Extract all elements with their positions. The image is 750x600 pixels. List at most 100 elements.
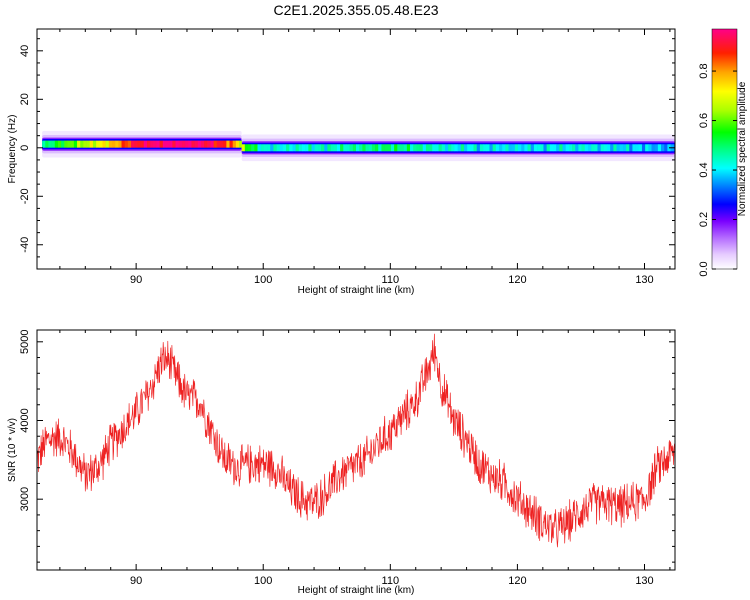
snr-y-ticks: 3000 4000 5000 bbox=[19, 330, 675, 563]
colorbar: 0.0 0.2 0.4 0.6 0.8 Normalized spectral ampl… bbox=[698, 28, 748, 277]
spectrogram-cell bbox=[406, 144, 411, 152]
spectrogram-cell bbox=[635, 144, 640, 152]
spectrogram-cell bbox=[565, 144, 570, 152]
spectrogram-cell bbox=[282, 144, 287, 152]
spectrogram-cell bbox=[146, 140, 151, 148]
spectrogram-cell bbox=[270, 144, 274, 152]
spectrogram-cell bbox=[597, 144, 601, 152]
x-tick-label: 90 bbox=[130, 274, 142, 286]
spectrogram-cell bbox=[581, 144, 586, 152]
spectrogram-y-axis-label: Frequency (Hz) bbox=[7, 115, 18, 184]
spectrogram-cell bbox=[124, 140, 129, 148]
spectrogram-cell bbox=[594, 144, 598, 152]
colorbar-gradient bbox=[711, 28, 738, 270]
spectrogram-cell bbox=[460, 144, 465, 152]
chart-title: C2E1.2025.355.05.48.E23 bbox=[273, 2, 438, 18]
spectrogram-cell bbox=[213, 140, 218, 148]
spectrogram-cell bbox=[518, 144, 522, 152]
spectrogram-cell bbox=[143, 140, 148, 148]
spectrogram-cell bbox=[169, 140, 173, 148]
spectrogram-cell bbox=[378, 144, 382, 152]
spectrogram-y-ticks: -40 -20 0 20 40 bbox=[19, 38, 675, 270]
spectrogram-cell bbox=[89, 140, 94, 148]
spectrogram-cell bbox=[467, 144, 471, 152]
spectrogram-cell bbox=[260, 144, 265, 152]
spectrogram-cell bbox=[276, 144, 281, 152]
spectrogram-cell bbox=[587, 144, 592, 152]
spectrogram-cell bbox=[616, 144, 621, 152]
spectrogram-cell bbox=[486, 144, 490, 152]
spectrogram-cell bbox=[641, 144, 646, 152]
spectrogram-cell bbox=[661, 144, 665, 152]
spectrogram-cell bbox=[108, 140, 113, 148]
spectrogram-cell bbox=[105, 140, 110, 148]
spectrogram-cell bbox=[343, 144, 347, 152]
spectrogram-cell bbox=[200, 140, 205, 148]
spectrogram-cell bbox=[479, 144, 484, 152]
spectrogram-cell bbox=[607, 144, 611, 152]
spectrogram-cell bbox=[441, 144, 446, 152]
spectrogram-cell bbox=[279, 144, 284, 152]
spectrogram-cell bbox=[622, 144, 627, 152]
y-tick-label: 3000 bbox=[19, 487, 31, 511]
spectrogram-cell bbox=[346, 144, 350, 152]
spectrogram-cell bbox=[298, 144, 303, 152]
spectrogram-cell bbox=[610, 144, 614, 152]
spectrogram-cell bbox=[311, 144, 315, 152]
spectrogram-cell bbox=[578, 144, 582, 152]
spectrogram-cell bbox=[381, 144, 385, 152]
spectrogram-cell bbox=[185, 140, 189, 148]
spectrogram-cell bbox=[559, 144, 563, 152]
colorbar-ticks: 0.0 0.2 0.4 0.6 0.8 bbox=[698, 63, 737, 277]
spectrogram-cell bbox=[92, 140, 97, 148]
spectrogram-cell bbox=[365, 144, 370, 152]
spectrogram-cell bbox=[330, 144, 335, 152]
colorbar-tick-label: 0.2 bbox=[698, 212, 710, 227]
spectrogram-cell bbox=[432, 144, 436, 152]
spectrogram-cell bbox=[336, 144, 341, 152]
spectrogram-cell bbox=[235, 140, 240, 148]
spectrogram-cell bbox=[514, 144, 519, 152]
spectrogram-cell bbox=[321, 144, 325, 152]
spectrogram-cell bbox=[162, 140, 167, 148]
spectrogram-cell bbox=[632, 144, 636, 152]
spectrogram-cell bbox=[292, 144, 296, 152]
snr-panel: 90 100 110 120 130 3000 4000 5000 Height of st… bbox=[7, 329, 676, 596]
spectrogram-cell bbox=[140, 140, 145, 148]
spectrogram-cell bbox=[352, 144, 357, 152]
spectrogram-cell bbox=[178, 140, 183, 148]
snr-x-axis-label: Height of straight line (km) bbox=[298, 585, 415, 596]
y-tick-label: 4000 bbox=[19, 408, 31, 432]
spectrogram-cell bbox=[226, 140, 230, 148]
spectrogram-cell bbox=[626, 144, 630, 152]
spectrogram-cell bbox=[254, 144, 258, 152]
spectrogram-cell bbox=[495, 144, 500, 152]
y-tick-label: 0 bbox=[19, 145, 31, 151]
spectrogram-cell bbox=[390, 144, 395, 152]
spectrogram-cell bbox=[651, 144, 655, 152]
spectrogram-cell bbox=[137, 140, 141, 148]
spectrogram-cell bbox=[172, 140, 176, 148]
spectrogram-cell bbox=[524, 144, 528, 152]
snr-x-ticks: 90 100 110 120 130 bbox=[59, 330, 671, 587]
y-tick-label: 5000 bbox=[19, 330, 31, 354]
spectrogram-cell bbox=[327, 144, 331, 152]
x-tick-label: 110 bbox=[382, 575, 400, 587]
spectrogram-cell bbox=[289, 144, 293, 152]
spectrogram-cell bbox=[422, 144, 427, 152]
spectrogram-cell bbox=[654, 144, 659, 152]
colorbar-tick-label: 0.4 bbox=[698, 162, 710, 177]
spectrogram-cell bbox=[410, 144, 414, 152]
spectrogram-cell bbox=[371, 144, 376, 152]
snr-series-line bbox=[37, 333, 675, 548]
spectrogram-cell bbox=[552, 144, 557, 152]
y-tick-label: 40 bbox=[19, 45, 31, 57]
spectrogram-cell bbox=[267, 144, 271, 152]
spectrogram-cell bbox=[492, 144, 497, 152]
spectrogram-cell bbox=[521, 144, 525, 152]
spectrogram-cell bbox=[397, 144, 401, 152]
spectrogram-cell bbox=[115, 140, 119, 148]
spectrogram-cell bbox=[502, 144, 506, 152]
spectrogram-cell bbox=[533, 144, 538, 152]
spectrogram-cell bbox=[470, 144, 474, 152]
